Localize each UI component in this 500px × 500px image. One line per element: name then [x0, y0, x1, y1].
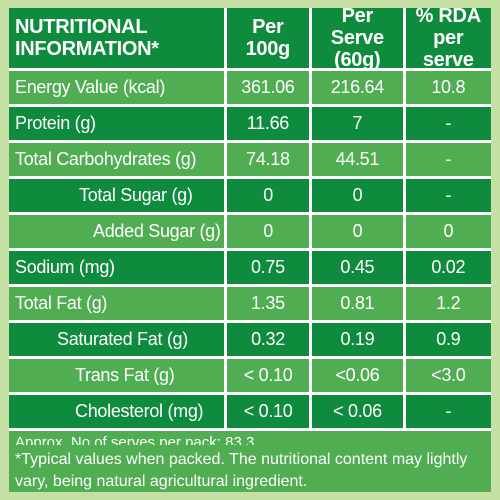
table-row: Total Sugar (g) 0 0 - [9, 179, 491, 212]
row-label: Sodium (mg) [9, 251, 224, 284]
row-rda: - [405, 107, 491, 140]
nutrition-table: NUTRITIONAL INFORMATION* Per 100g Per Se… [9, 8, 491, 492]
row-rda: 0.02 [405, 251, 491, 284]
row-rda: - [405, 143, 491, 176]
table-row: Energy Value (kcal) 361.06 216.64 10.8 [9, 71, 491, 104]
row-per-100g: 0 [226, 215, 310, 248]
row-label: Added Sugar (g) [9, 215, 224, 248]
table-row: Protein (g) 11.66 7 - [9, 107, 491, 140]
table-row: Total Fat (g) 1.35 0.81 1.2 [9, 287, 491, 320]
header-rda-per-serve: % RDA per serve [405, 8, 491, 68]
row-per-serve: 44.51 [312, 143, 403, 176]
row-per-100g: < 0.10 [226, 395, 310, 428]
table-row: Sodium (mg) 0.75 0.45 0.02 [9, 251, 491, 284]
row-per-serve: 0 [312, 179, 403, 212]
row-per-100g: 361.06 [226, 71, 310, 104]
header-per-serve: Per Serve (60g) [312, 8, 403, 68]
row-label: Total Fat (g) [9, 287, 224, 320]
row-per-serve: <0.06 [312, 359, 403, 392]
row-per-serve: 216.64 [312, 71, 403, 104]
row-per-100g: 0.32 [226, 323, 310, 356]
row-label: Trans Fat (g) [9, 359, 224, 392]
row-per-serve: 0.19 [312, 323, 403, 356]
table-row: Added Sugar (g) 0 0 0 [9, 215, 491, 248]
row-label: Protein (g) [9, 107, 224, 140]
row-label: Saturated Fat (g) [9, 323, 224, 356]
footnote-row: *Typical values when packed. The nutriti… [9, 445, 491, 492]
row-rda: - [405, 179, 491, 212]
row-rda: 1.2 [405, 287, 491, 320]
table-row: Total Carbohydrates (g) 74.18 44.51 - [9, 143, 491, 176]
row-rda: 0.9 [405, 323, 491, 356]
row-label: Total Sugar (g) [9, 179, 224, 212]
header-nutritional-information: NUTRITIONAL INFORMATION* [9, 8, 224, 68]
row-per-serve: 0.81 [312, 287, 403, 320]
table-row: Saturated Fat (g) 0.32 0.19 0.9 [9, 323, 491, 356]
row-label: Energy Value (kcal) [9, 71, 224, 104]
row-per-100g: 11.66 [226, 107, 310, 140]
row-per-100g: 74.18 [226, 143, 310, 176]
table-row: Trans Fat (g) < 0.10 <0.06 <3.0 [9, 359, 491, 392]
row-per-serve: 0.45 [312, 251, 403, 284]
row-rda: <3.0 [405, 359, 491, 392]
table-row: Cholesterol (mg) < 0.10 < 0.06 - [9, 395, 491, 428]
row-rda: 10.8 [405, 71, 491, 104]
row-per-serve: 7 [312, 107, 403, 140]
row-per-serve: < 0.06 [312, 395, 403, 428]
row-per-100g: 1.35 [226, 287, 310, 320]
row-label: Cholesterol (mg) [9, 395, 224, 428]
row-per-100g: < 0.10 [226, 359, 310, 392]
row-rda: 0 [405, 215, 491, 248]
header-per-100g: Per 100g [226, 8, 310, 68]
table-header: NUTRITIONAL INFORMATION* Per 100g Per Se… [9, 8, 491, 68]
row-per-serve: 0 [312, 215, 403, 248]
row-per-100g: 0 [226, 179, 310, 212]
footnote: *Typical values when packed. The nutriti… [9, 445, 491, 492]
row-rda: - [405, 395, 491, 428]
row-label: Total Carbohydrates (g) [9, 143, 224, 176]
row-per-100g: 0.75 [226, 251, 310, 284]
